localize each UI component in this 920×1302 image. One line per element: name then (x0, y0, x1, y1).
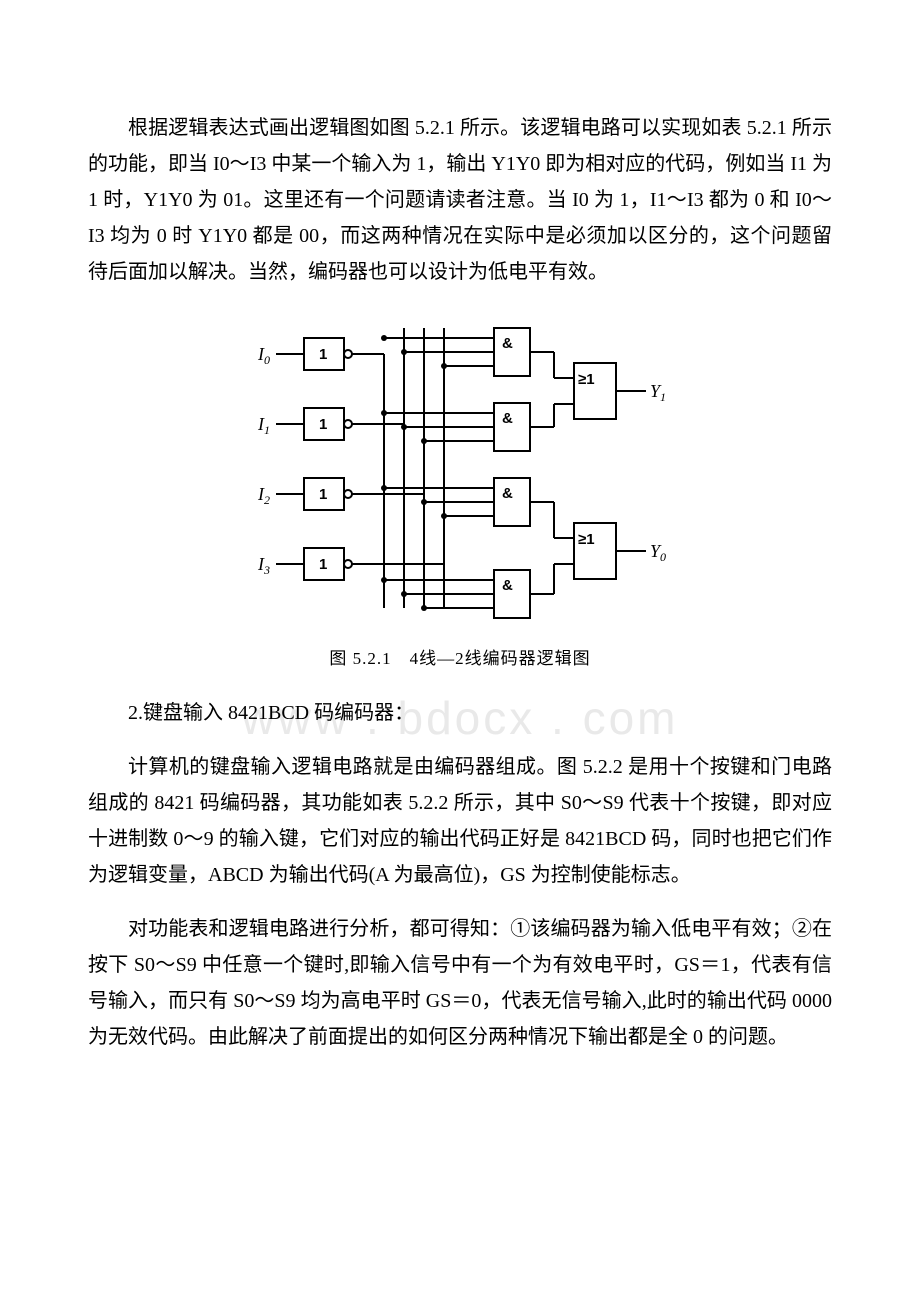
svg-text:≥1: ≥1 (578, 371, 595, 388)
svg-text:&: & (502, 485, 513, 502)
paragraph-1: 根据逻辑表达式画出逻辑图如图 5.2.1 所示。该逻辑电路可以实现如表 5.2.… (88, 110, 832, 290)
svg-text:I0: I0 (257, 344, 270, 367)
svg-text:Y1: Y1 (650, 381, 666, 404)
paragraph-3: 计算机的键盘输入逻辑电路就是由编码器组成。图 5.2.2 是用十个按键和门电路组… (88, 749, 832, 893)
logic-diagram: I0 I1 I2 I3 1 1 1 1 (88, 308, 832, 675)
svg-text:1: 1 (319, 416, 327, 433)
svg-text:≥1: ≥1 (578, 531, 595, 548)
svg-text:1: 1 (319, 486, 327, 503)
svg-text:Y0: Y0 (650, 541, 666, 564)
paragraph-4: 对功能表和逻辑电路进行分析，都可得知：①该编码器为输入低电平有效；②在按下 S0… (88, 911, 832, 1055)
svg-text:1: 1 (319, 556, 327, 573)
paragraph-2: 2.键盘输入 8421BCD 码编码器： (88, 695, 832, 731)
svg-text:I3: I3 (257, 554, 270, 577)
svg-text:I1: I1 (257, 414, 270, 437)
svg-text:&: & (502, 335, 513, 352)
svg-text:&: & (502, 577, 513, 594)
figure-caption: 图 5.2.1 4线—2线编码器逻辑图 (88, 644, 832, 675)
svg-text:&: & (502, 410, 513, 427)
svg-text:I2: I2 (257, 484, 270, 507)
svg-text:1: 1 (319, 346, 327, 363)
